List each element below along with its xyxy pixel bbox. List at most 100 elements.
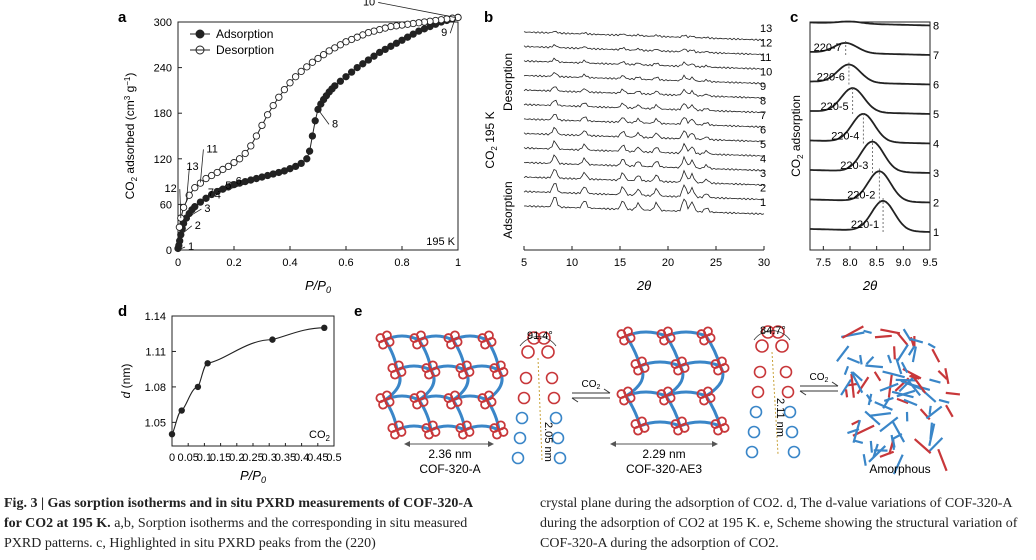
legend-adsorption-label: Adsorption [216,27,273,41]
fragment-red [910,373,927,394]
chain-ring [519,371,533,385]
arrowhead [571,397,579,403]
fragment-blue [928,405,932,415]
peak-curve-3 [810,140,931,174]
fragment-red [937,369,948,380]
adsorption-point [202,194,210,202]
fragment-blue [891,438,896,448]
cof-320-ae3-framework [616,326,730,436]
peak-label-5: 220-5 [821,101,849,113]
phenyl-ring [527,331,541,345]
curve-label-4: 4 [933,139,939,151]
chain-ring [779,365,793,379]
fragment-red [850,373,855,398]
panel-a-label: a [118,9,127,26]
linker-molecule-1 [511,331,567,465]
peak-curve-2 [810,170,931,204]
chain-ring [745,445,759,459]
y-tick-label: 180 [154,108,172,120]
fragment-red [893,346,896,360]
chain-ring [517,391,531,405]
x-tick-label: 30 [758,257,770,269]
panel-a-ylabel: CO2 adsorbed (cm3 g−1) [123,73,139,200]
fragment-red [913,438,932,454]
node-ring-red [717,356,727,367]
panel-a-series [174,13,462,253]
desorption-point [230,158,238,167]
x-tick-label: 8.0 [842,257,857,269]
desorption-point [241,149,249,158]
pattern-label-11: 11 [760,52,771,64]
node-ring-red [416,330,426,341]
panel-a-temperature: 195 K [426,236,455,248]
width-label-2: 2.29 nm [642,447,685,461]
annotation-label-1: 1 [188,241,194,253]
node-ring-red [677,416,687,427]
caption-left-text: a,b, Sorption isotherms and the correspo… [4,516,468,551]
panel-d-label: d [118,303,127,320]
x-tick-label: 5 [521,257,527,269]
pxrd-pattern-7 [523,114,765,129]
adsorption-point [297,159,305,168]
chain-ring [515,411,529,425]
adsorption-point [370,52,378,60]
x-tick-label: 10 [566,257,578,269]
pattern-label-10: 10 [760,67,772,79]
annotation-leader [211,181,233,195]
equilibrium-label-2: CO2 [810,372,829,384]
fragment-red [896,397,909,405]
linker-molecule-2 [745,325,801,459]
fragment-blue [927,342,936,349]
desorption-point [185,191,193,199]
node-ring-red [382,390,392,401]
legend-desorption-label: Desorption [216,43,274,57]
x-tick-label: 0.5 [326,452,341,464]
panel-d-axes: 0 0.050.10.150.20.250.30.350.40.450.5 1.05… [145,311,342,464]
fragment-blue [895,358,903,375]
phenyl-ring [541,345,555,359]
y-tick-label: 0 [166,245,172,257]
fragment-blue [869,440,873,453]
annotation-label-13: 13 [186,161,198,173]
fragment-red [841,325,864,339]
fragment-blue [852,419,861,443]
fragment-blue [891,421,906,443]
desorption-point [247,142,255,150]
adsorption-point [375,48,384,57]
chain-ring [787,445,801,459]
chain-ring [553,451,567,465]
annotation-label-12: 12 [165,183,177,195]
fragment-blue [882,370,905,379]
fragment-blue [907,345,916,356]
peak-label-3: 220-3 [840,160,868,172]
fragment-blue [896,344,909,362]
fragment-blue [879,416,899,433]
length-label-2: 2.11 nm [774,398,786,437]
equilibrium-label-1: CO2 [582,379,601,391]
x-tick-label: 9.5 [922,257,937,269]
y-tick-label: 1.08 [145,382,166,394]
chain-ring [545,371,559,385]
fragment-red [851,419,860,426]
fragment-blue [911,346,917,363]
peak-label-6: 220-6 [817,72,845,84]
pattern-label-6: 6 [760,125,766,137]
fragment-red [896,332,909,346]
pxrd-pattern-4 [523,154,765,172]
curve-label-5: 5 [933,109,939,121]
annotation-leader [194,195,213,208]
annotation-label-9: 9 [441,27,447,39]
x-tick-label: 25 [710,257,722,269]
x-tick-label: 0.2 [226,257,241,269]
d-value-point [269,336,276,343]
fragment-blue [900,361,909,374]
fragment-blue [850,371,864,394]
panel-d: d 0 0.050.10.150.20.250.30.350.40.450.5 1.… [118,303,342,485]
fragment-blue [879,382,899,392]
adsorption-point [409,30,417,38]
node-ring-red [663,386,673,397]
panel-b-axes: 5 10 15 20 25 30 [521,246,770,269]
desorption-point [291,73,300,81]
desorption-point [235,155,244,163]
